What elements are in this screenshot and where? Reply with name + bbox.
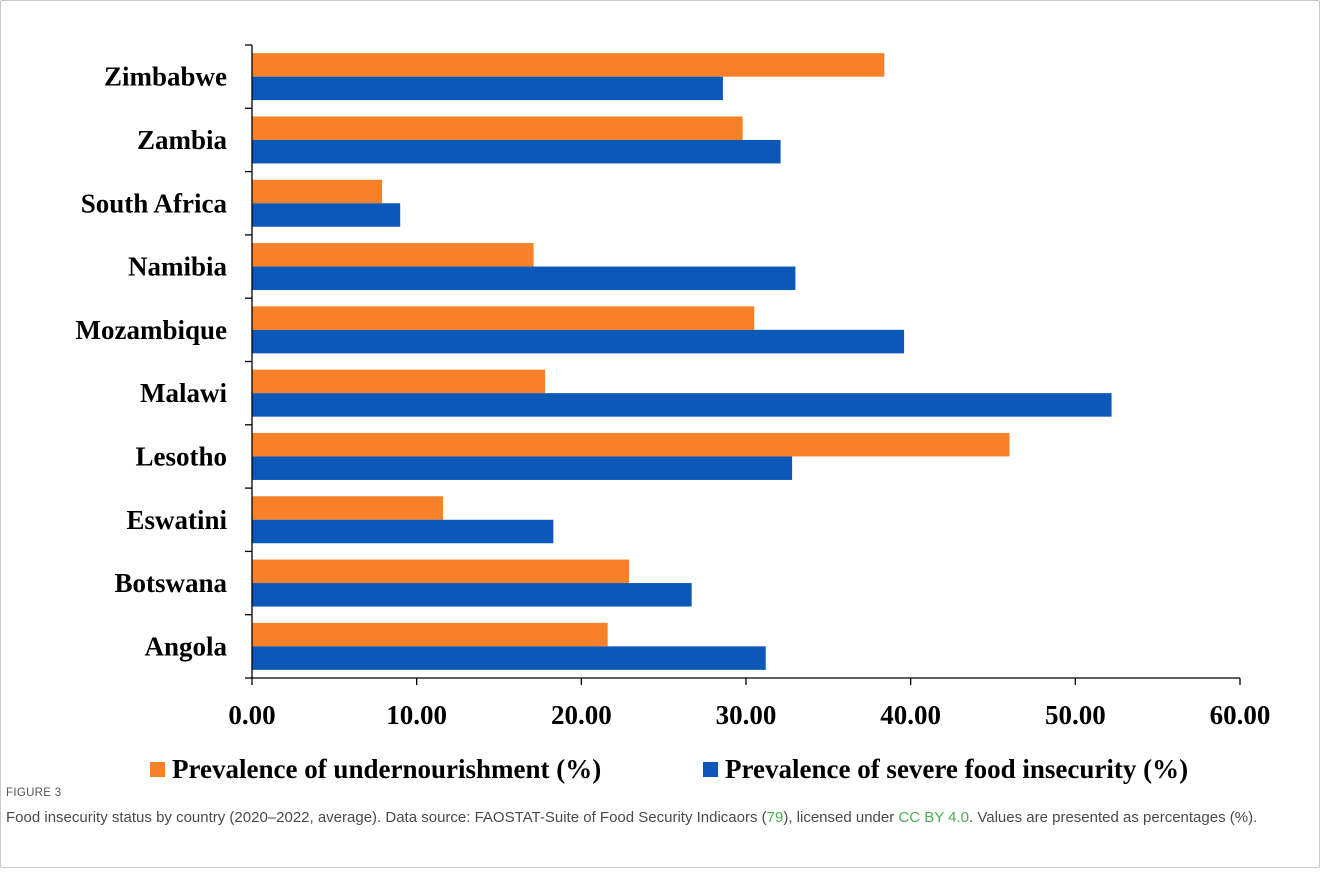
category-label-eswatini: Eswatini xyxy=(126,505,227,535)
bar-zambia-severe-food-insecurity xyxy=(252,140,781,164)
category-label-zambia: Zambia xyxy=(137,125,228,155)
bar-chart: Zimbabwe Zambia South Africa Namibia Mozambi… xyxy=(0,0,1320,740)
x-tick-label: 20.00 xyxy=(551,700,612,730)
caption-text: Food insecurity status by country (2020–… xyxy=(6,807,1306,829)
legend-swatch-severe-food-insecurity xyxy=(703,762,718,777)
category-label-botswana: Botswana xyxy=(114,568,227,598)
category-label-mozambique: Mozambique xyxy=(76,315,228,345)
bar-eswatini-undernourishment xyxy=(252,496,443,520)
bar-botswana-severe-food-insecurity xyxy=(252,583,692,607)
legend-swatch-undernourishment xyxy=(150,762,165,777)
bar-mozambique-severe-food-insecurity xyxy=(252,330,904,354)
bar-lesotho-severe-food-insecurity xyxy=(252,456,792,480)
bar-eswatini-severe-food-insecurity xyxy=(252,520,553,544)
x-tick-label: 10.00 xyxy=(386,700,447,730)
bar-malawi-undernourishment xyxy=(252,370,545,394)
category-label-zimbabwe: Zimbabwe xyxy=(104,62,227,92)
legend-item-undernourishment: Prevalence of undernourishment (%) xyxy=(150,745,601,793)
bar-zimbabwe-undernourishment xyxy=(252,53,884,77)
chart-legend: Prevalence of undernourishment (%) Preva… xyxy=(0,745,1320,793)
bar-mozambique-undernourishment xyxy=(252,306,754,330)
license-link[interactable]: CC BY 4.0 xyxy=(898,809,969,826)
bar-lesotho-undernourishment xyxy=(252,433,1009,457)
bar-angola-undernourishment xyxy=(252,623,608,647)
bar-zimbabwe-severe-food-insecurity xyxy=(252,77,723,101)
bar-botswana-undernourishment xyxy=(252,560,629,584)
bar-south-africa-severe-food-insecurity xyxy=(252,203,400,227)
category-label-lesotho: Lesotho xyxy=(135,441,227,471)
legend-item-severe-food-insecurity: Prevalence of severe food insecurity (%) xyxy=(703,745,1188,793)
category-label-namibia: Namibia xyxy=(128,252,228,282)
bar-namibia-severe-food-insecurity xyxy=(252,267,795,291)
legend-label-severe-food-insecurity: Prevalence of severe food insecurity (%) xyxy=(725,754,1188,785)
category-label-angola: Angola xyxy=(144,631,227,661)
bar-south-africa-undernourishment xyxy=(252,180,382,204)
x-tick-label: 0.00 xyxy=(228,700,275,730)
bar-malawi-severe-food-insecurity xyxy=(252,393,1112,417)
reference-link[interactable]: 79 xyxy=(767,809,784,826)
x-tick-label: 40.00 xyxy=(880,700,941,730)
bar-namibia-undernourishment xyxy=(252,243,534,266)
category-label-malawi: Malawi xyxy=(140,378,227,408)
figure-caption: FIGURE 3 Food insecurity status by count… xyxy=(6,787,1306,829)
bar-zambia-undernourishment xyxy=(252,116,743,140)
x-tick-label: 50.00 xyxy=(1045,700,1106,730)
bar-angola-severe-food-insecurity xyxy=(252,646,766,670)
category-label-south-africa: South Africa xyxy=(81,188,228,218)
x-tick-label: 60.00 xyxy=(1210,700,1271,730)
legend-label-undernourishment: Prevalence of undernourishment (%) xyxy=(172,754,601,785)
x-tick-label: 30.00 xyxy=(716,700,777,730)
figure-label: FIGURE 3 xyxy=(6,787,1306,799)
